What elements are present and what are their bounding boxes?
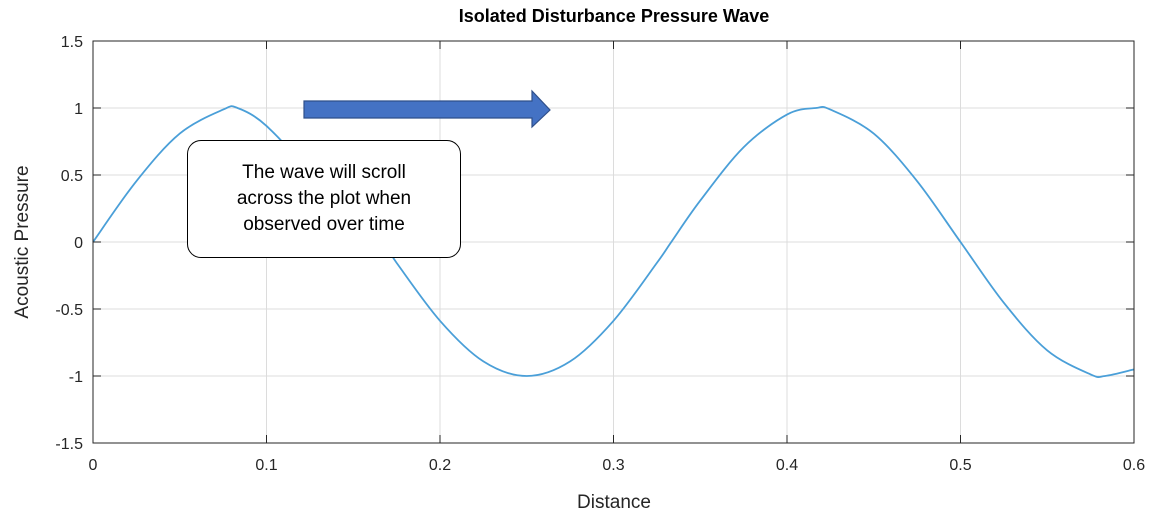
x-tick-label: 0.6	[1123, 457, 1145, 474]
x-tick-label: 0.1	[255, 457, 277, 474]
y-axis-label: Acoustic Pressure	[12, 165, 33, 318]
x-tick-label: 0	[89, 457, 98, 474]
chart-title: Isolated Disturbance Pressure Wave	[459, 6, 769, 26]
scroll-direction-arrow-icon	[303, 89, 551, 129]
x-axis-label: Distance	[577, 492, 651, 513]
annotation-callout: The wave will scroll across the plot whe…	[187, 140, 461, 258]
y-tick-label: -1	[69, 369, 83, 386]
y-tick-label: -0.5	[55, 302, 83, 319]
annotation-text: The wave will scroll across the plot whe…	[236, 162, 412, 235]
y-tick-label: 0	[74, 235, 83, 252]
y-tick-label: 1.5	[61, 34, 83, 51]
series-line	[92, 105, 1135, 379]
series-layer	[92, 105, 1135, 379]
x-tick-label: 0.5	[949, 457, 971, 474]
y-tick-label: -1.5	[55, 436, 83, 453]
y-tick-label: 0.5	[61, 168, 83, 185]
x-tick-label: 0.4	[776, 457, 798, 474]
x-tick-label: 0.2	[429, 457, 451, 474]
y-tick-label: 1	[74, 101, 83, 118]
x-tick-label: 0.3	[602, 457, 624, 474]
tick-layer: 0 0.1 0.2 0.3 0.4 0.5 0.6 -1.5 -1 -0.5 0 0.5 1 1.5	[55, 34, 1145, 474]
